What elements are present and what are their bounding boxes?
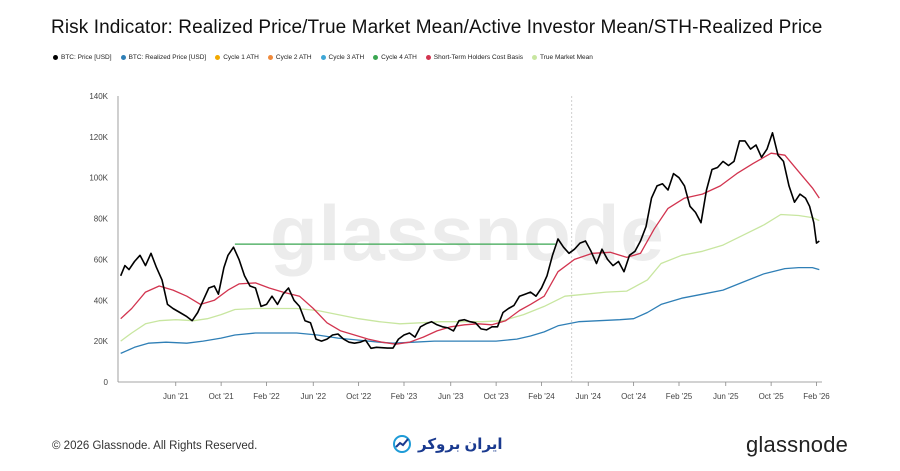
x-tick-label: Jun '21 xyxy=(163,392,189,401)
x-tick-label: Jun '22 xyxy=(300,392,326,401)
x-tick-label: Oct '23 xyxy=(484,392,510,401)
x-tick-label: Oct '25 xyxy=(759,392,785,401)
legend-swatch xyxy=(532,54,538,60)
legend-label: True Market Mean xyxy=(540,53,593,61)
x-tick-label: Oct '24 xyxy=(621,392,647,401)
watermark: glassnode xyxy=(270,189,665,277)
chart-title: Risk Indicator: Realized Price/True Mark… xyxy=(51,17,823,38)
legend-item[interactable]: Cycle 3 ATH xyxy=(320,53,365,61)
legend-label: Cycle 1 ATH xyxy=(223,53,259,61)
x-tick-label: Jun '23 xyxy=(438,392,464,401)
series-line-true-market-mean xyxy=(120,213,820,342)
series-line-btc-price-usd xyxy=(119,132,820,350)
legend-swatch xyxy=(267,54,273,60)
legend-item[interactable]: Cycle 1 ATH xyxy=(215,54,259,61)
brand-chart-icon xyxy=(393,435,411,453)
y-tick-label: 140K xyxy=(89,92,108,101)
y-tick-label: 40K xyxy=(94,296,109,305)
legend-item[interactable]: Cycle 4 ATH xyxy=(373,54,417,61)
legend-item[interactable]: Short-Term Holders Cost Basis xyxy=(425,53,524,61)
brand-text: ایران بروکر xyxy=(418,436,503,453)
legend-swatch xyxy=(425,54,431,60)
legend-label: BTC: Price [USD] xyxy=(61,53,112,61)
legend-label: Short-Term Holders Cost Basis xyxy=(433,53,524,61)
legend-item[interactable]: True Market Mean xyxy=(532,54,593,61)
x-tick-label: Feb '25 xyxy=(666,392,693,401)
x-tick-label: Feb '22 xyxy=(253,392,280,401)
x-tick-label: Oct '21 xyxy=(209,392,235,401)
y-tick-label: 60K xyxy=(94,255,109,264)
glassnode-logo: glassnode xyxy=(746,432,849,457)
y-tick-label: 80K xyxy=(94,215,109,224)
y-tick-label: 20K xyxy=(94,337,109,346)
footer-copyright: © 2026 Glassnode. All Rights Reserved. xyxy=(52,440,258,452)
y-tick-label: 120K xyxy=(89,133,108,142)
chart-legend: BTC: Price [USD] BTC: Realized Price [USD… xyxy=(53,51,602,63)
legend-item[interactable]: Cycle 2 ATH xyxy=(267,53,312,61)
legend-swatch xyxy=(215,54,221,60)
series-line-short-term-holders-cost-basis xyxy=(120,152,820,345)
footer-brand: ایران بروکر xyxy=(392,435,503,453)
legend-item[interactable]: BTC: Price [USD] xyxy=(53,54,112,61)
x-tick-label: Feb '23 xyxy=(391,392,418,401)
x-tick-label: Feb '24 xyxy=(528,392,555,401)
legend-label: BTC: Realized Price [USD] xyxy=(128,53,207,61)
legend-label: Cycle 2 ATH xyxy=(275,53,312,61)
y-tick-label: 100K xyxy=(89,174,108,183)
y-tick-label: 0 xyxy=(104,378,109,387)
x-tick-label: Jun '24 xyxy=(575,392,601,401)
x-tick-label: Jun '25 xyxy=(713,392,739,401)
legend-label: Cycle 4 ATH xyxy=(381,53,417,61)
x-tick-label: Oct '22 xyxy=(346,392,372,401)
legend-swatch xyxy=(373,54,379,60)
series-line-btc-realized-price-usd xyxy=(120,266,820,354)
legend-swatch xyxy=(120,54,126,60)
x-tick-label: Feb '26 xyxy=(803,392,830,401)
legend-item[interactable]: BTC: Realized Price [USD] xyxy=(120,53,207,61)
legend-swatch xyxy=(53,54,58,60)
legend-label: Cycle 3 ATH xyxy=(328,53,365,61)
legend-swatch xyxy=(320,54,326,60)
